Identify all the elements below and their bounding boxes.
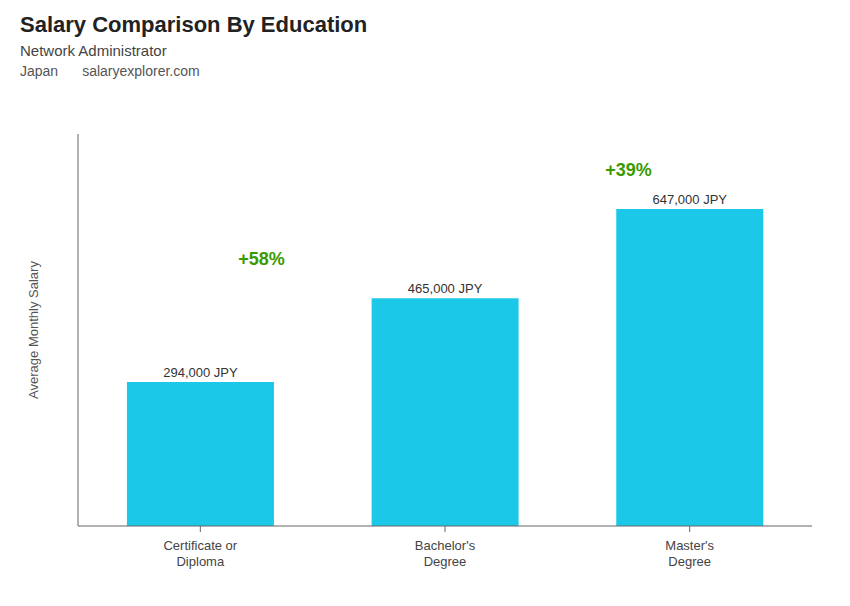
svg-text:Master'sDegree: Master'sDegree xyxy=(665,538,714,569)
svg-text:Certificate orDiploma: Certificate orDiploma xyxy=(163,538,237,569)
svg-text:647,000 JPY: 647,000 JPY xyxy=(653,192,728,207)
html-text:Salary Comparison By Education: Salary Comparison By Education xyxy=(20,12,368,37)
svg-text:+39%: +39% xyxy=(605,160,652,180)
svg-text:Bachelor'sDegree: Bachelor'sDegree xyxy=(415,538,476,569)
svg-text:465,000 JPY: 465,000 JPY xyxy=(408,281,483,296)
svg-text:294,000 JPY: 294,000 JPY xyxy=(163,365,238,380)
html-text:Japan: Japan xyxy=(20,63,59,79)
html-text:Network Administrator: Network Administrator xyxy=(20,42,167,59)
svg-text:Average Monthly Salary: Average Monthly Salary xyxy=(26,261,41,399)
html-text:salaryexplorer.com: salaryexplorer.com xyxy=(82,63,200,79)
svg-text:+58%: +58% xyxy=(238,249,285,269)
